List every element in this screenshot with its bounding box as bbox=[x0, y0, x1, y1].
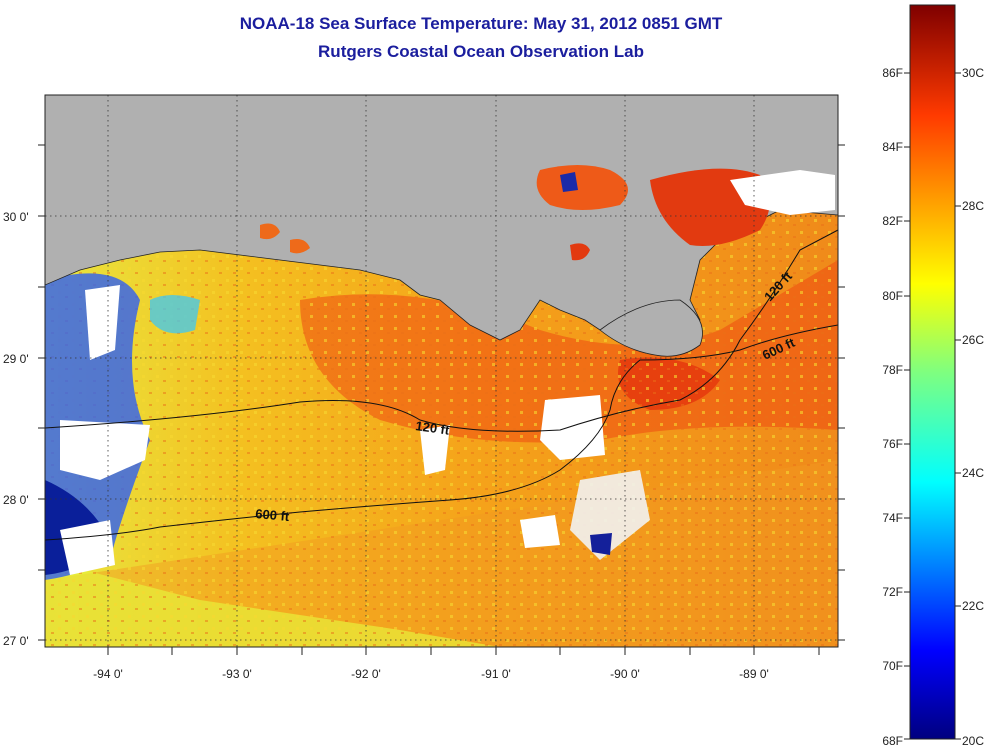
colorbar-label-f-78: 78F bbox=[882, 363, 903, 377]
lon-ticks bbox=[107, 647, 820, 655]
colorbar-ticks bbox=[904, 72, 961, 740]
colorbar-label-c-20: 20C bbox=[962, 734, 984, 748]
inland-lake-1 bbox=[260, 223, 280, 240]
map-frame bbox=[44, 94, 839, 648]
lat-label-28: 28 0' bbox=[3, 493, 29, 507]
colorbar-label-f-82: 82F bbox=[882, 214, 903, 228]
lon-label-90: -90 0' bbox=[610, 667, 640, 681]
cloud-south bbox=[520, 515, 560, 548]
colorbar-gradient bbox=[909, 4, 956, 740]
contour-label-600-south: 600 ft bbox=[255, 506, 291, 524]
cloud-south-east bbox=[570, 470, 650, 560]
lon-label-93: -93 0' bbox=[222, 667, 252, 681]
colorbar-label-f-68: 68F bbox=[882, 734, 903, 748]
cloud-center-2 bbox=[420, 425, 450, 475]
colorbar-label-f-84: 84F bbox=[882, 140, 903, 154]
cool-patch bbox=[150, 295, 200, 334]
map-title: NOAA-18 Sea Surface Temperature: May 31,… bbox=[239, 14, 723, 33]
contour-600ft bbox=[45, 324, 838, 541]
lat-label-30: 30 0' bbox=[3, 210, 29, 224]
colorbar-label-c-22: 22C bbox=[962, 599, 984, 613]
lon-label-89: -89 0' bbox=[739, 667, 769, 681]
colorbar-label-f-76: 76F bbox=[882, 437, 903, 451]
colorbar-label-c-24: 24C bbox=[962, 466, 984, 480]
colorbar-label-f-72: 72F bbox=[882, 585, 903, 599]
graticule bbox=[45, 95, 838, 647]
colorbar-label-f-74: 74F bbox=[882, 511, 903, 525]
contour-label-120-south: 120 ft bbox=[415, 418, 451, 438]
mississippi-delta bbox=[599, 299, 703, 357]
lon-label-91: -91 0' bbox=[481, 667, 511, 681]
cloud-west-1 bbox=[60, 420, 150, 480]
cloud-west-2 bbox=[85, 285, 120, 360]
colorbar-label-f-80: 80F bbox=[882, 289, 903, 303]
colorbar: 86F 84F 82F 80F 78F 76F 74F 72F 70F 68F … bbox=[882, 4, 984, 748]
sst-map: 120 ft 600 ft 120 ft 600 ft bbox=[45, 95, 838, 647]
map-subtitle: Rutgers Coastal Ocean Observation Lab bbox=[318, 42, 644, 61]
cloud-north-east bbox=[730, 170, 835, 215]
lake-pontchartrain bbox=[536, 165, 628, 210]
inland-lake-2 bbox=[290, 239, 310, 254]
colorbar-label-c-26: 26C bbox=[962, 333, 984, 347]
small-lake bbox=[570, 243, 590, 261]
lon-label-94: -94 0' bbox=[93, 667, 123, 681]
colorbar-label-f-70: 70F bbox=[882, 659, 903, 673]
lat-label-27: 27 0' bbox=[3, 634, 29, 648]
contour-120ft bbox=[45, 229, 838, 432]
colorbar-label-f-86: 86F bbox=[882, 66, 903, 80]
cold-patch-east bbox=[590, 533, 612, 555]
lat-ticks bbox=[38, 144, 845, 641]
lon-label-92: -92 0' bbox=[351, 667, 381, 681]
lat-label-29: 29 0' bbox=[3, 352, 29, 366]
cold-lake-patch bbox=[560, 172, 578, 192]
cloud-west-3 bbox=[60, 520, 115, 575]
land-mass bbox=[45, 95, 838, 341]
colorbar-label-c-30: 30C bbox=[962, 66, 984, 80]
colorbar-label-c-28: 28C bbox=[962, 199, 984, 213]
